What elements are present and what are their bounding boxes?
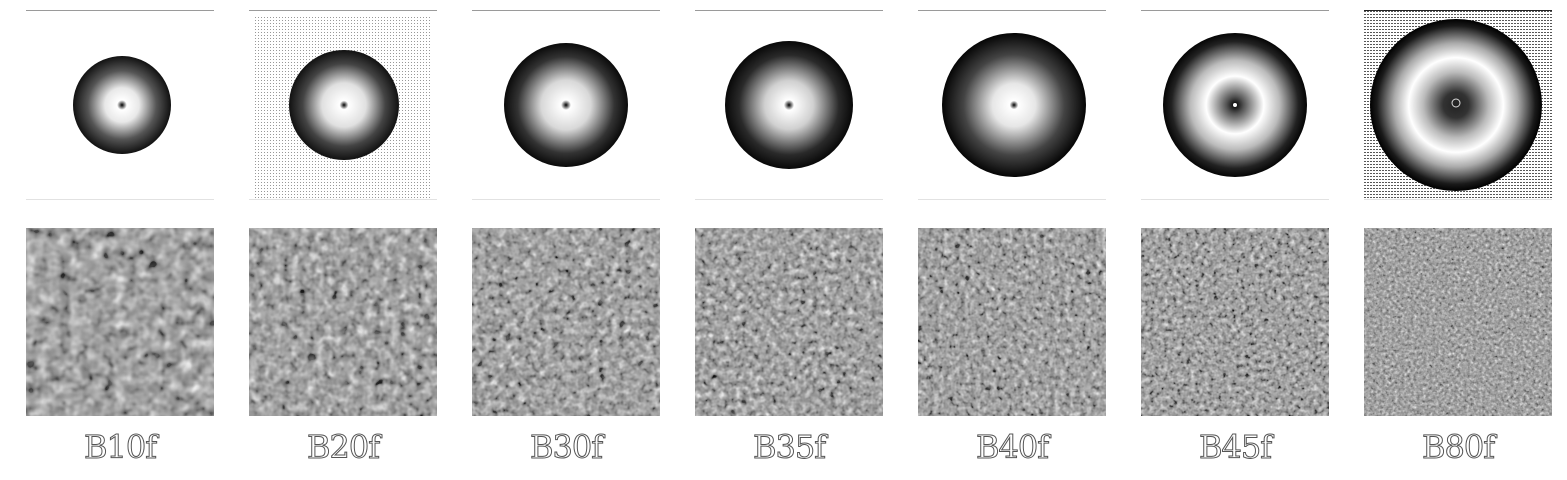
spectrum-ring (725, 41, 853, 169)
spectrum-svg (1163, 33, 1307, 177)
noise-texture-image (1364, 228, 1552, 416)
panel-b10f: B10f (26, 0, 216, 480)
spectrum-ring (73, 56, 171, 154)
power-spectrum-image (918, 10, 1106, 200)
noise-texture-image (918, 228, 1106, 416)
kernel-label: B30f (529, 428, 603, 467)
noise-texture-image (472, 228, 660, 416)
noise-texture-image (1141, 228, 1329, 416)
noise-svg (26, 228, 214, 416)
spectrum-ring (289, 50, 399, 160)
noise-svg (918, 228, 1106, 416)
power-spectrum-image (695, 10, 883, 200)
kernel-label: B45f (1198, 428, 1272, 467)
noise-svg (1141, 228, 1329, 416)
spectrum-ring (942, 33, 1086, 177)
noise-svg (695, 228, 883, 416)
noise-svg (472, 228, 660, 416)
noise-svg (1364, 228, 1552, 416)
spectrum-ring (1370, 19, 1542, 191)
kernel-label: B40f (975, 428, 1049, 467)
panel-b45f: B45f (1141, 0, 1331, 480)
spectrum-svg (73, 56, 171, 154)
noise-texture-image (249, 228, 437, 416)
spectrum-svg (1364, 11, 1552, 199)
panel-b30f: B30f (472, 0, 662, 480)
panel-b80f: B80f (1364, 0, 1554, 480)
spectrum-svg (725, 41, 853, 169)
noise-texture-image (26, 228, 214, 416)
noise-svg (249, 228, 437, 416)
spectrum-svg (942, 33, 1086, 177)
power-spectrum-image (1141, 10, 1329, 200)
spectrum-svg (504, 43, 628, 167)
kernel-label: B35f (752, 428, 826, 467)
power-spectrum-image (249, 10, 437, 200)
spectrum-ring (504, 43, 628, 167)
power-spectrum-image (472, 10, 660, 200)
spectrum-svg (254, 16, 432, 199)
panel-b35f: B35f (695, 0, 885, 480)
kernel-label: B10f (83, 428, 157, 467)
power-spectrum-image (1364, 10, 1552, 200)
noise-texture-image (695, 228, 883, 416)
panel-b40f: B40f (918, 0, 1108, 480)
power-spectrum-image (26, 10, 214, 200)
kernel-label: B80f (1421, 428, 1495, 467)
kernel-label: B20f (306, 428, 380, 467)
panel-b20f: B20f (249, 0, 439, 480)
